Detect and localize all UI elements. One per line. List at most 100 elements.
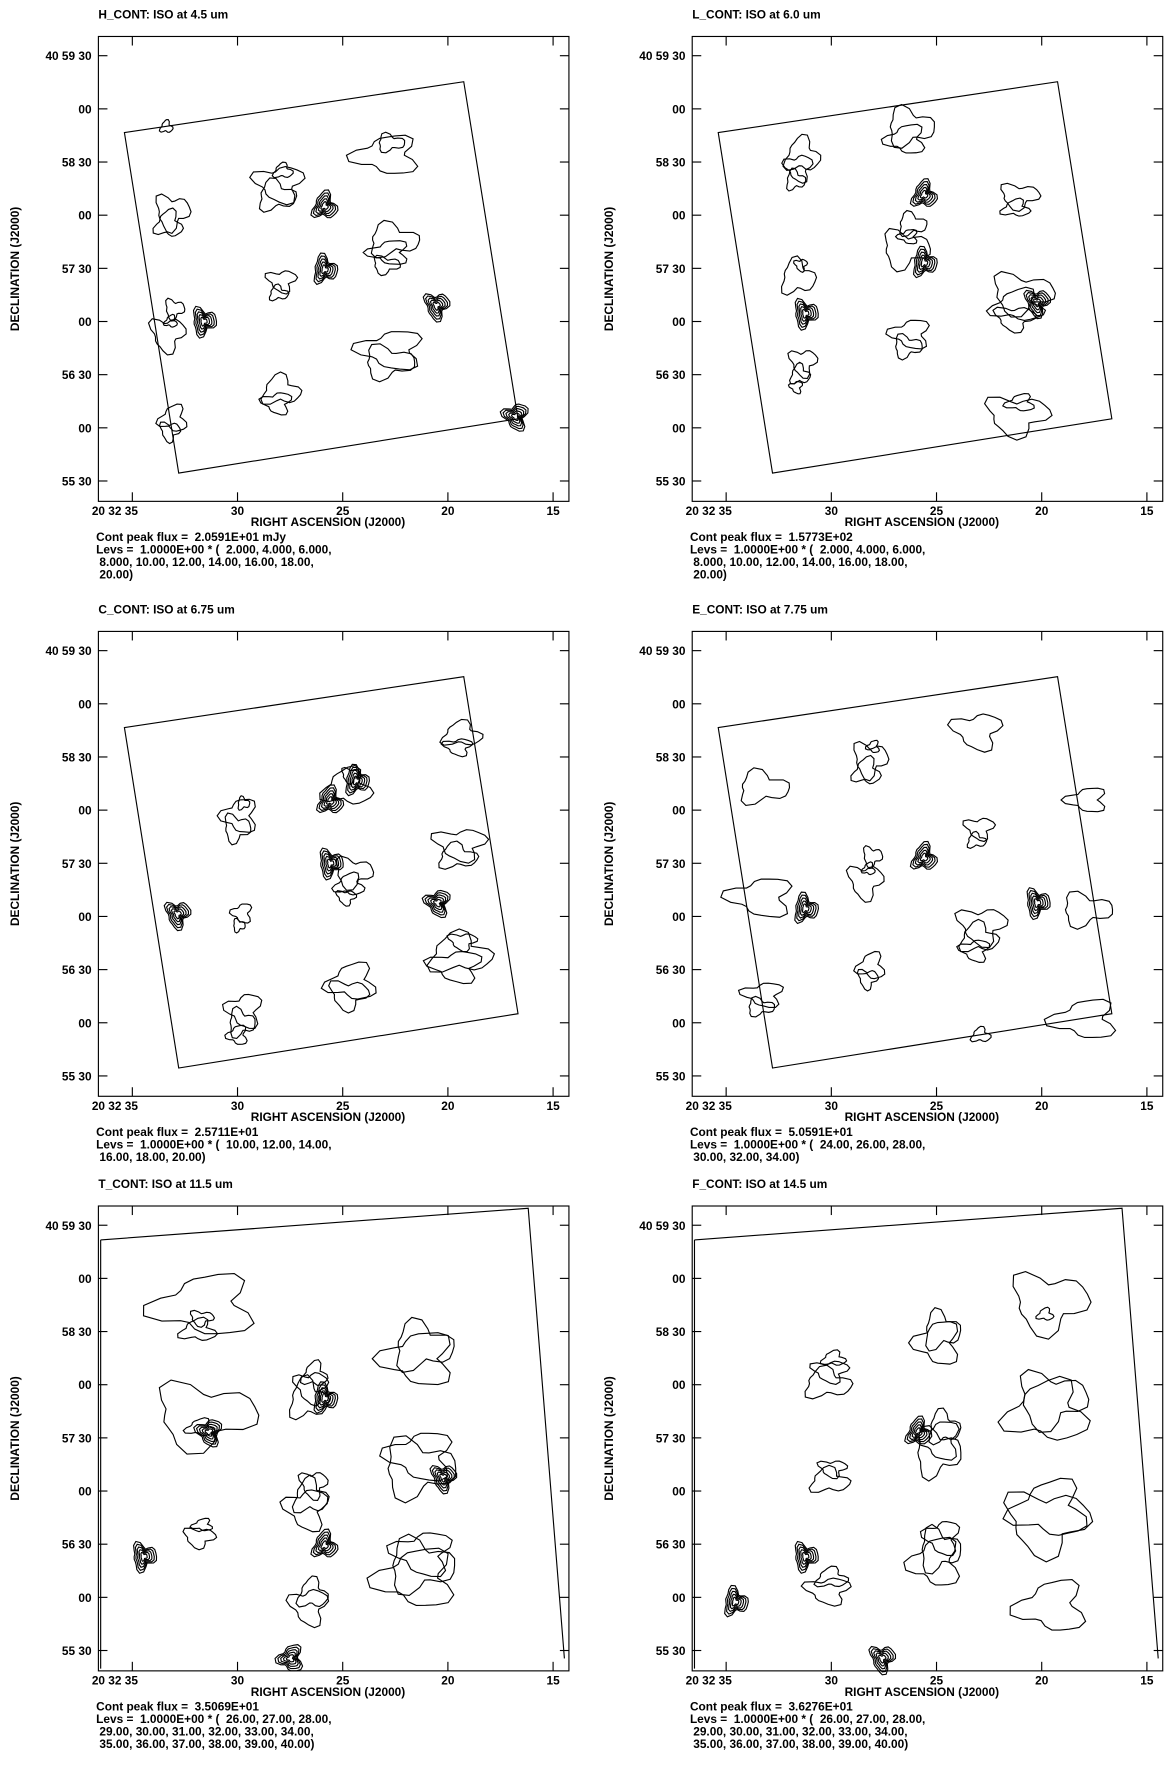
x-axis-label: RIGHT ASCENSION (J2000) <box>251 1685 405 1699</box>
contour <box>985 286 1047 321</box>
y-tick-label: 00 <box>672 209 686 223</box>
x-tick-label: 25 <box>930 1673 944 1687</box>
source-contour <box>920 257 929 268</box>
x-tick-label: 20 <box>441 1099 455 1113</box>
contour <box>285 1588 330 1629</box>
contour <box>864 739 881 754</box>
source-contour <box>904 1415 933 1445</box>
field-outline <box>693 1207 1159 1669</box>
footer-line: Levs = 1.0000E+00 * ( 2.000, 4.000, 6.00… <box>690 542 925 556</box>
panel-title: H_CONT: ISO at 4.5 um <box>98 7 228 21</box>
panel: E_CONT: ISO at 7.75 um 40 59 30 00 58 30 00 5… <box>602 602 1164 1164</box>
contour <box>992 306 1037 334</box>
source-contour <box>280 1649 299 1667</box>
contour <box>853 950 886 980</box>
y-tick-label: 00 <box>78 1272 92 1286</box>
contour <box>366 343 416 383</box>
contour <box>1035 1306 1055 1321</box>
footer-line: 16.00, 18.00, 20.00) <box>96 1150 206 1164</box>
contour <box>816 1460 849 1480</box>
field-outline <box>123 676 519 1069</box>
contour <box>260 371 303 405</box>
y-tick-label: 40 59 30 <box>639 1219 686 1233</box>
source-contour <box>432 301 441 311</box>
footer-line: 8.000, 10.00, 12.00, 14.00, 16.00, 18.00… <box>96 555 314 569</box>
field-outline <box>100 1207 565 1669</box>
source-contour <box>505 408 525 427</box>
y-axis-label: DECLINATION (J2000) <box>602 1376 616 1500</box>
x-axis-label: RIGHT ASCENSION (J2000) <box>845 515 999 529</box>
source-contour <box>912 843 936 868</box>
source-contour <box>317 198 332 213</box>
contour <box>856 968 880 992</box>
source-contour <box>165 903 190 929</box>
y-tick-label: 00 <box>78 102 92 116</box>
source-contour <box>430 896 444 911</box>
contour <box>295 1575 329 1608</box>
y-tick-label: 56 30 <box>62 963 92 977</box>
source-contour <box>1030 296 1044 311</box>
y-tick-label: 40 59 30 <box>45 49 92 63</box>
x-tick-label: 25 <box>336 504 350 518</box>
y-tick-label: 57 30 <box>62 857 92 871</box>
y-tick-label: 00 <box>78 1485 92 1499</box>
contour <box>446 933 479 953</box>
source-contour <box>798 303 815 325</box>
source-contour <box>310 189 339 219</box>
source-contour <box>313 252 339 286</box>
contour <box>921 1523 962 1575</box>
x-tick-label: 25 <box>930 1099 944 1113</box>
contour <box>320 961 377 1000</box>
contour <box>258 392 293 416</box>
source-contour <box>323 793 337 807</box>
source-contour <box>727 1590 745 1613</box>
source-contour <box>195 1421 221 1445</box>
source-contour <box>1026 887 1051 921</box>
source-contour <box>917 186 931 201</box>
field-outline <box>717 81 1113 474</box>
y-tick-label: 57 30 <box>656 857 686 871</box>
source-contour <box>914 183 934 203</box>
contour <box>147 318 187 356</box>
y-tick-label: 55 30 <box>62 475 92 489</box>
y-tick-label: 56 30 <box>656 368 686 382</box>
contour <box>999 197 1032 217</box>
source-contour <box>138 1549 151 1565</box>
y-axis-label: DECLINATION (J2000) <box>602 802 616 926</box>
contour <box>224 1024 248 1045</box>
footer-line: 20.00) <box>96 567 133 581</box>
contour <box>152 207 185 237</box>
contour <box>189 1309 216 1328</box>
contour <box>362 240 408 265</box>
source-contour <box>201 1425 216 1440</box>
source-contour <box>310 1528 339 1558</box>
footer-line: 30.00, 32.00, 34.00) <box>690 1150 800 1164</box>
source-contour <box>319 1390 332 1406</box>
source-contour <box>349 769 366 791</box>
y-tick-label: 00 <box>78 421 92 435</box>
contour <box>440 738 474 758</box>
contour <box>808 1464 852 1493</box>
y-tick-label: 58 30 <box>62 1325 92 1339</box>
source-contour <box>729 1593 742 1610</box>
source-contour <box>439 1473 448 1483</box>
source-contour <box>196 311 213 333</box>
contour <box>946 713 1004 753</box>
source-contour <box>277 1646 302 1670</box>
contour <box>1000 182 1042 212</box>
source-contour <box>799 900 812 917</box>
panel: T_CONT: ISO at 11.5 um 40 59 30 00 58 30 00 5… <box>8 1177 570 1751</box>
source-contour <box>325 796 335 805</box>
contour <box>809 1360 851 1385</box>
x-tick-label: 15 <box>1140 504 1154 518</box>
y-axis-label: DECLINATION (J2000) <box>8 207 22 331</box>
y-tick-label: 56 30 <box>62 368 92 382</box>
footer-line: Cont peak flux = 2.0591E+01 mJy <box>96 530 286 544</box>
source-contour <box>502 405 527 430</box>
contour <box>422 950 483 985</box>
panel-title: T_CONT: ISO at 11.5 um <box>98 1177 232 1191</box>
contour <box>392 1533 456 1597</box>
source-contour <box>193 1419 223 1448</box>
